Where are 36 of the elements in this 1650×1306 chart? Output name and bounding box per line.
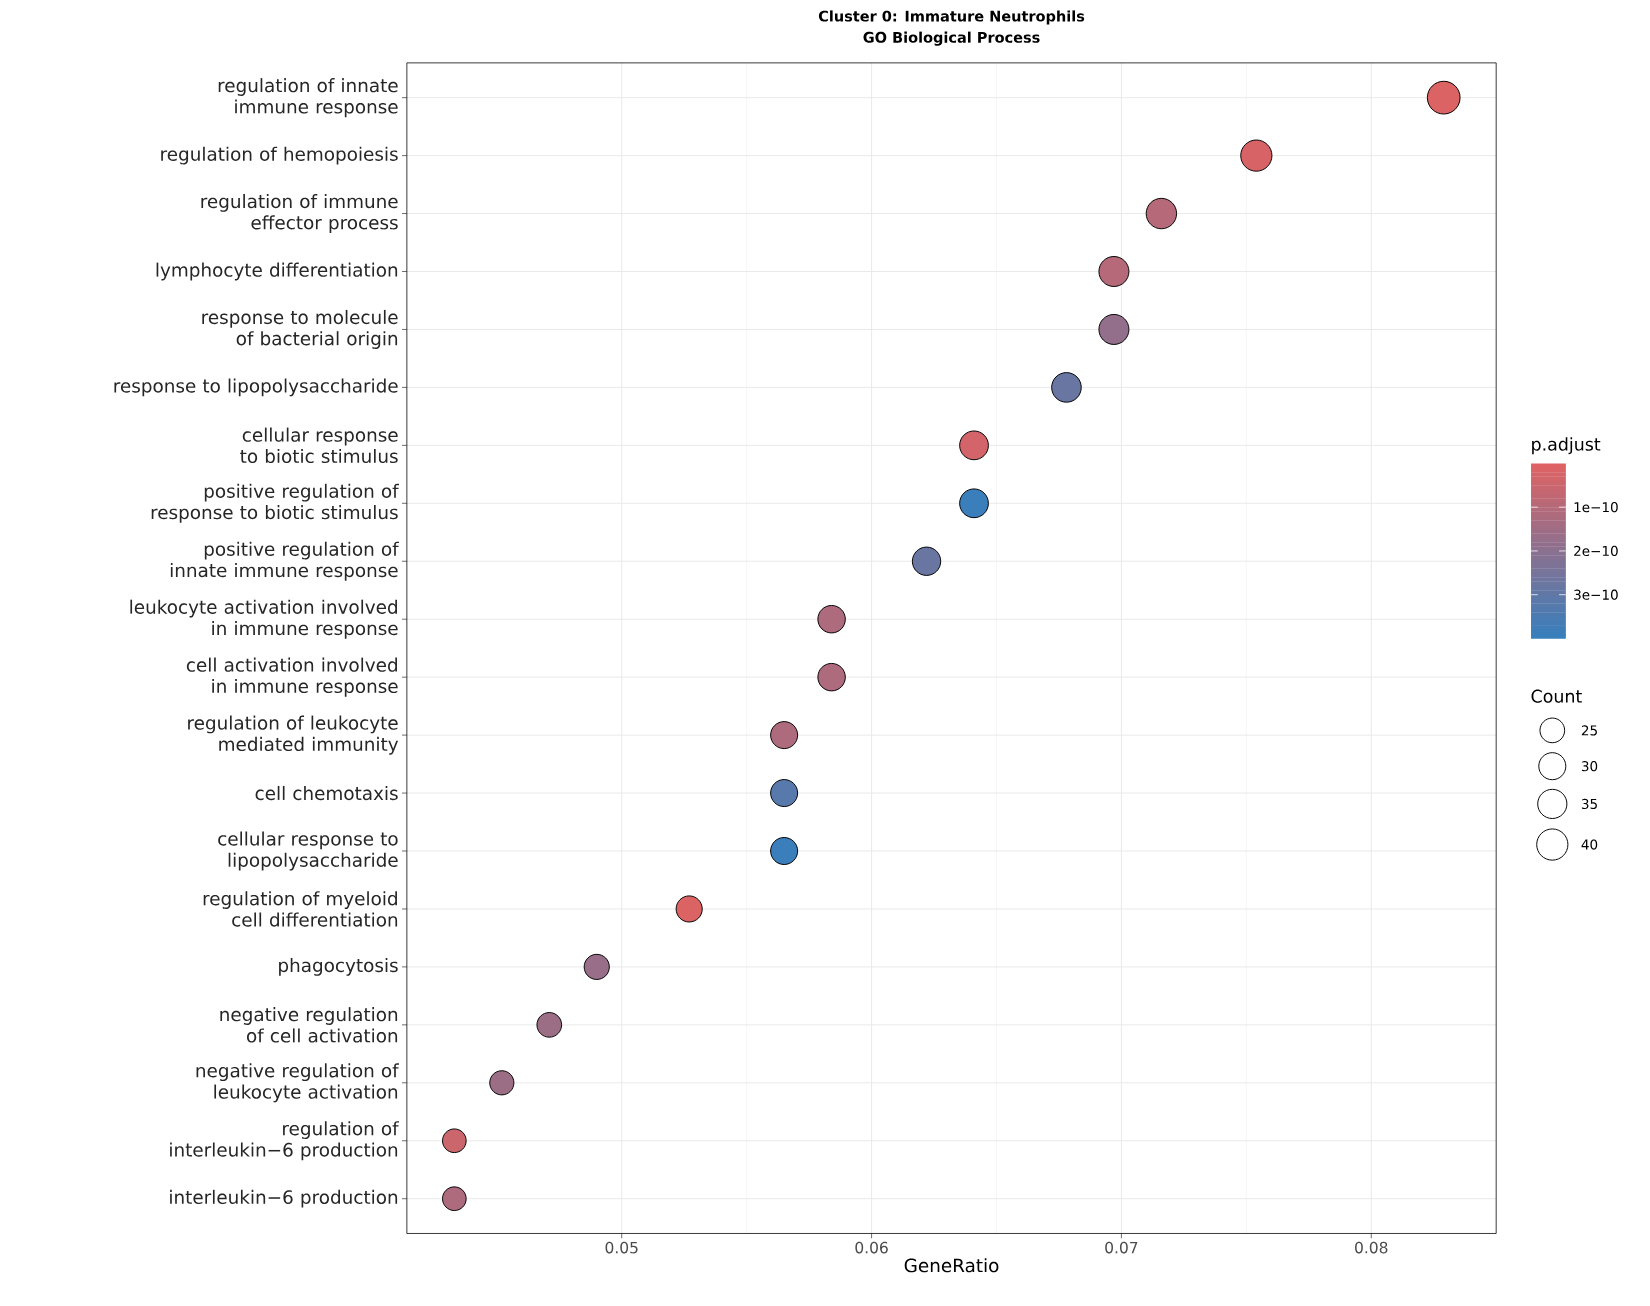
color-bar-label: 2e−10 <box>1574 545 1618 557</box>
y-tick-label: positive regulation of innate immune response <box>170 541 399 581</box>
x-tick-label: 0.07 <box>1105 1241 1138 1254</box>
color-bar-title: p.adjust <box>1532 437 1601 455</box>
y-tick-label: interleukin−6 production <box>170 1189 398 1208</box>
y-tick-label: regulation of myeloid cell differentiation <box>203 891 398 927</box>
color-bar-label: 3e−10 <box>1574 589 1618 600</box>
chart-subtitle: GO Biological Process <box>863 31 1040 46</box>
y-tick-label: lymphocyte differentiation <box>156 262 398 281</box>
legend-label: 25 <box>1581 725 1597 736</box>
y-tick-label: negative regulation of leukocyte activation <box>196 1063 399 1103</box>
y-tick-label: response to molecule of bacterial origin <box>202 309 398 349</box>
y-tick-label: regulation of leukocyte mediated immunity <box>188 715 399 755</box>
y-tick-label: positive regulation of response to biotic stimulus <box>151 483 399 523</box>
y-tick-label: response to lipopolysaccharide <box>114 378 398 397</box>
legend-label: 35 <box>1581 798 1597 810</box>
y-tick-label: regulation of interleukin−6 production <box>170 1121 399 1161</box>
y-tick-label: cell chemotaxis <box>255 785 398 801</box>
legend-label: 30 <box>1581 761 1598 772</box>
y-tick-label: regulation of innate immune response <box>218 78 398 118</box>
x-axis-title: GeneRatio <box>904 1258 999 1273</box>
y-tick-label: regulation of immune effector process <box>201 194 398 234</box>
y-tick-label: regulation of hemopoiesis <box>161 146 398 165</box>
y-tick-label: cellular response to lipopolysaccharide <box>218 831 398 871</box>
chart-title: Cluster 0: Immature Neutrophils <box>818 10 1085 25</box>
y-tick-label: cell activation involved in immune response <box>186 657 398 697</box>
y-tick-label: leukocyte activation involved in immune response <box>130 599 398 639</box>
legend-label: 40 <box>1581 839 1598 850</box>
y-tick-label: phagocytosis <box>279 958 398 976</box>
x-tick-label: 0.06 <box>855 1241 888 1254</box>
x-tick-label: 0.05 <box>605 1241 638 1254</box>
legend-title: Count <box>1531 689 1582 703</box>
x-tick-label: 0.08 <box>1355 1241 1388 1254</box>
color-bar-label: 1e−10 <box>1574 502 1618 513</box>
y-tick-label: cellular response to biotic stimulus <box>240 427 398 464</box>
y-tick-label: negative regulation of cell activation <box>220 1007 398 1043</box>
